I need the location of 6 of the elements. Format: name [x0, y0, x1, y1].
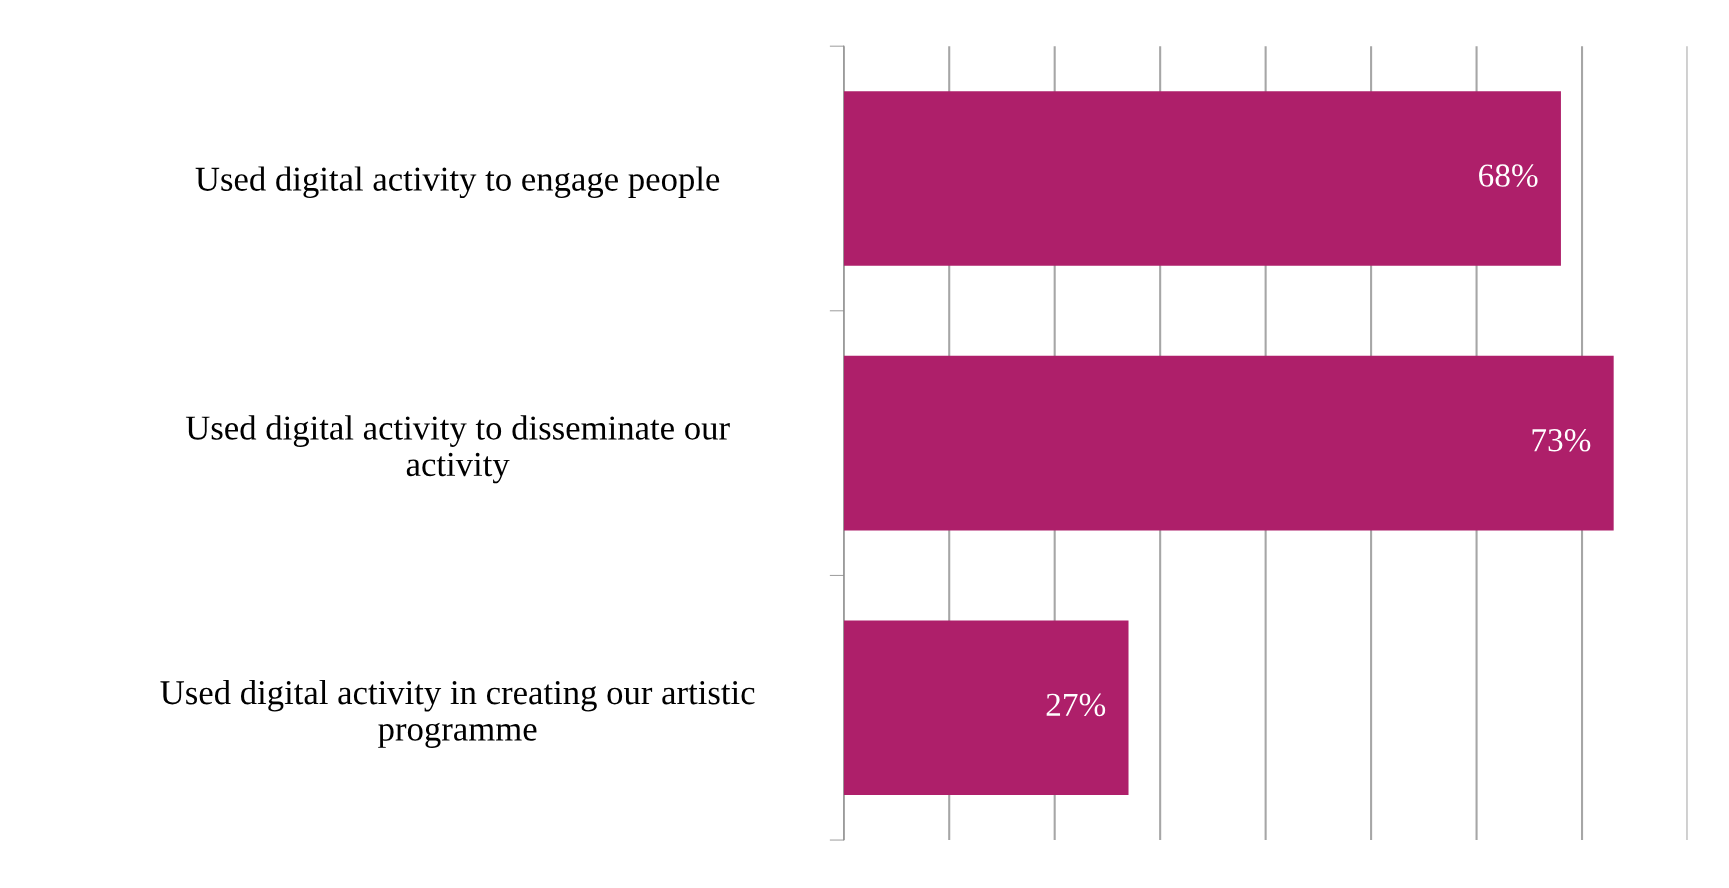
- data-label: 73%: [1532, 428, 1591, 452]
- y-tick-label: Used digital activity in creating our artistic programme: [160, 679, 755, 748]
- data-label: 68%: [1479, 164, 1538, 187]
- y-tick-label: Used digital activity to engage people: [195, 166, 720, 199]
- y-tick-label: Used digital activity to disseminate our activity: [185, 415, 730, 484]
- data-label: 27%: [1046, 693, 1106, 717]
